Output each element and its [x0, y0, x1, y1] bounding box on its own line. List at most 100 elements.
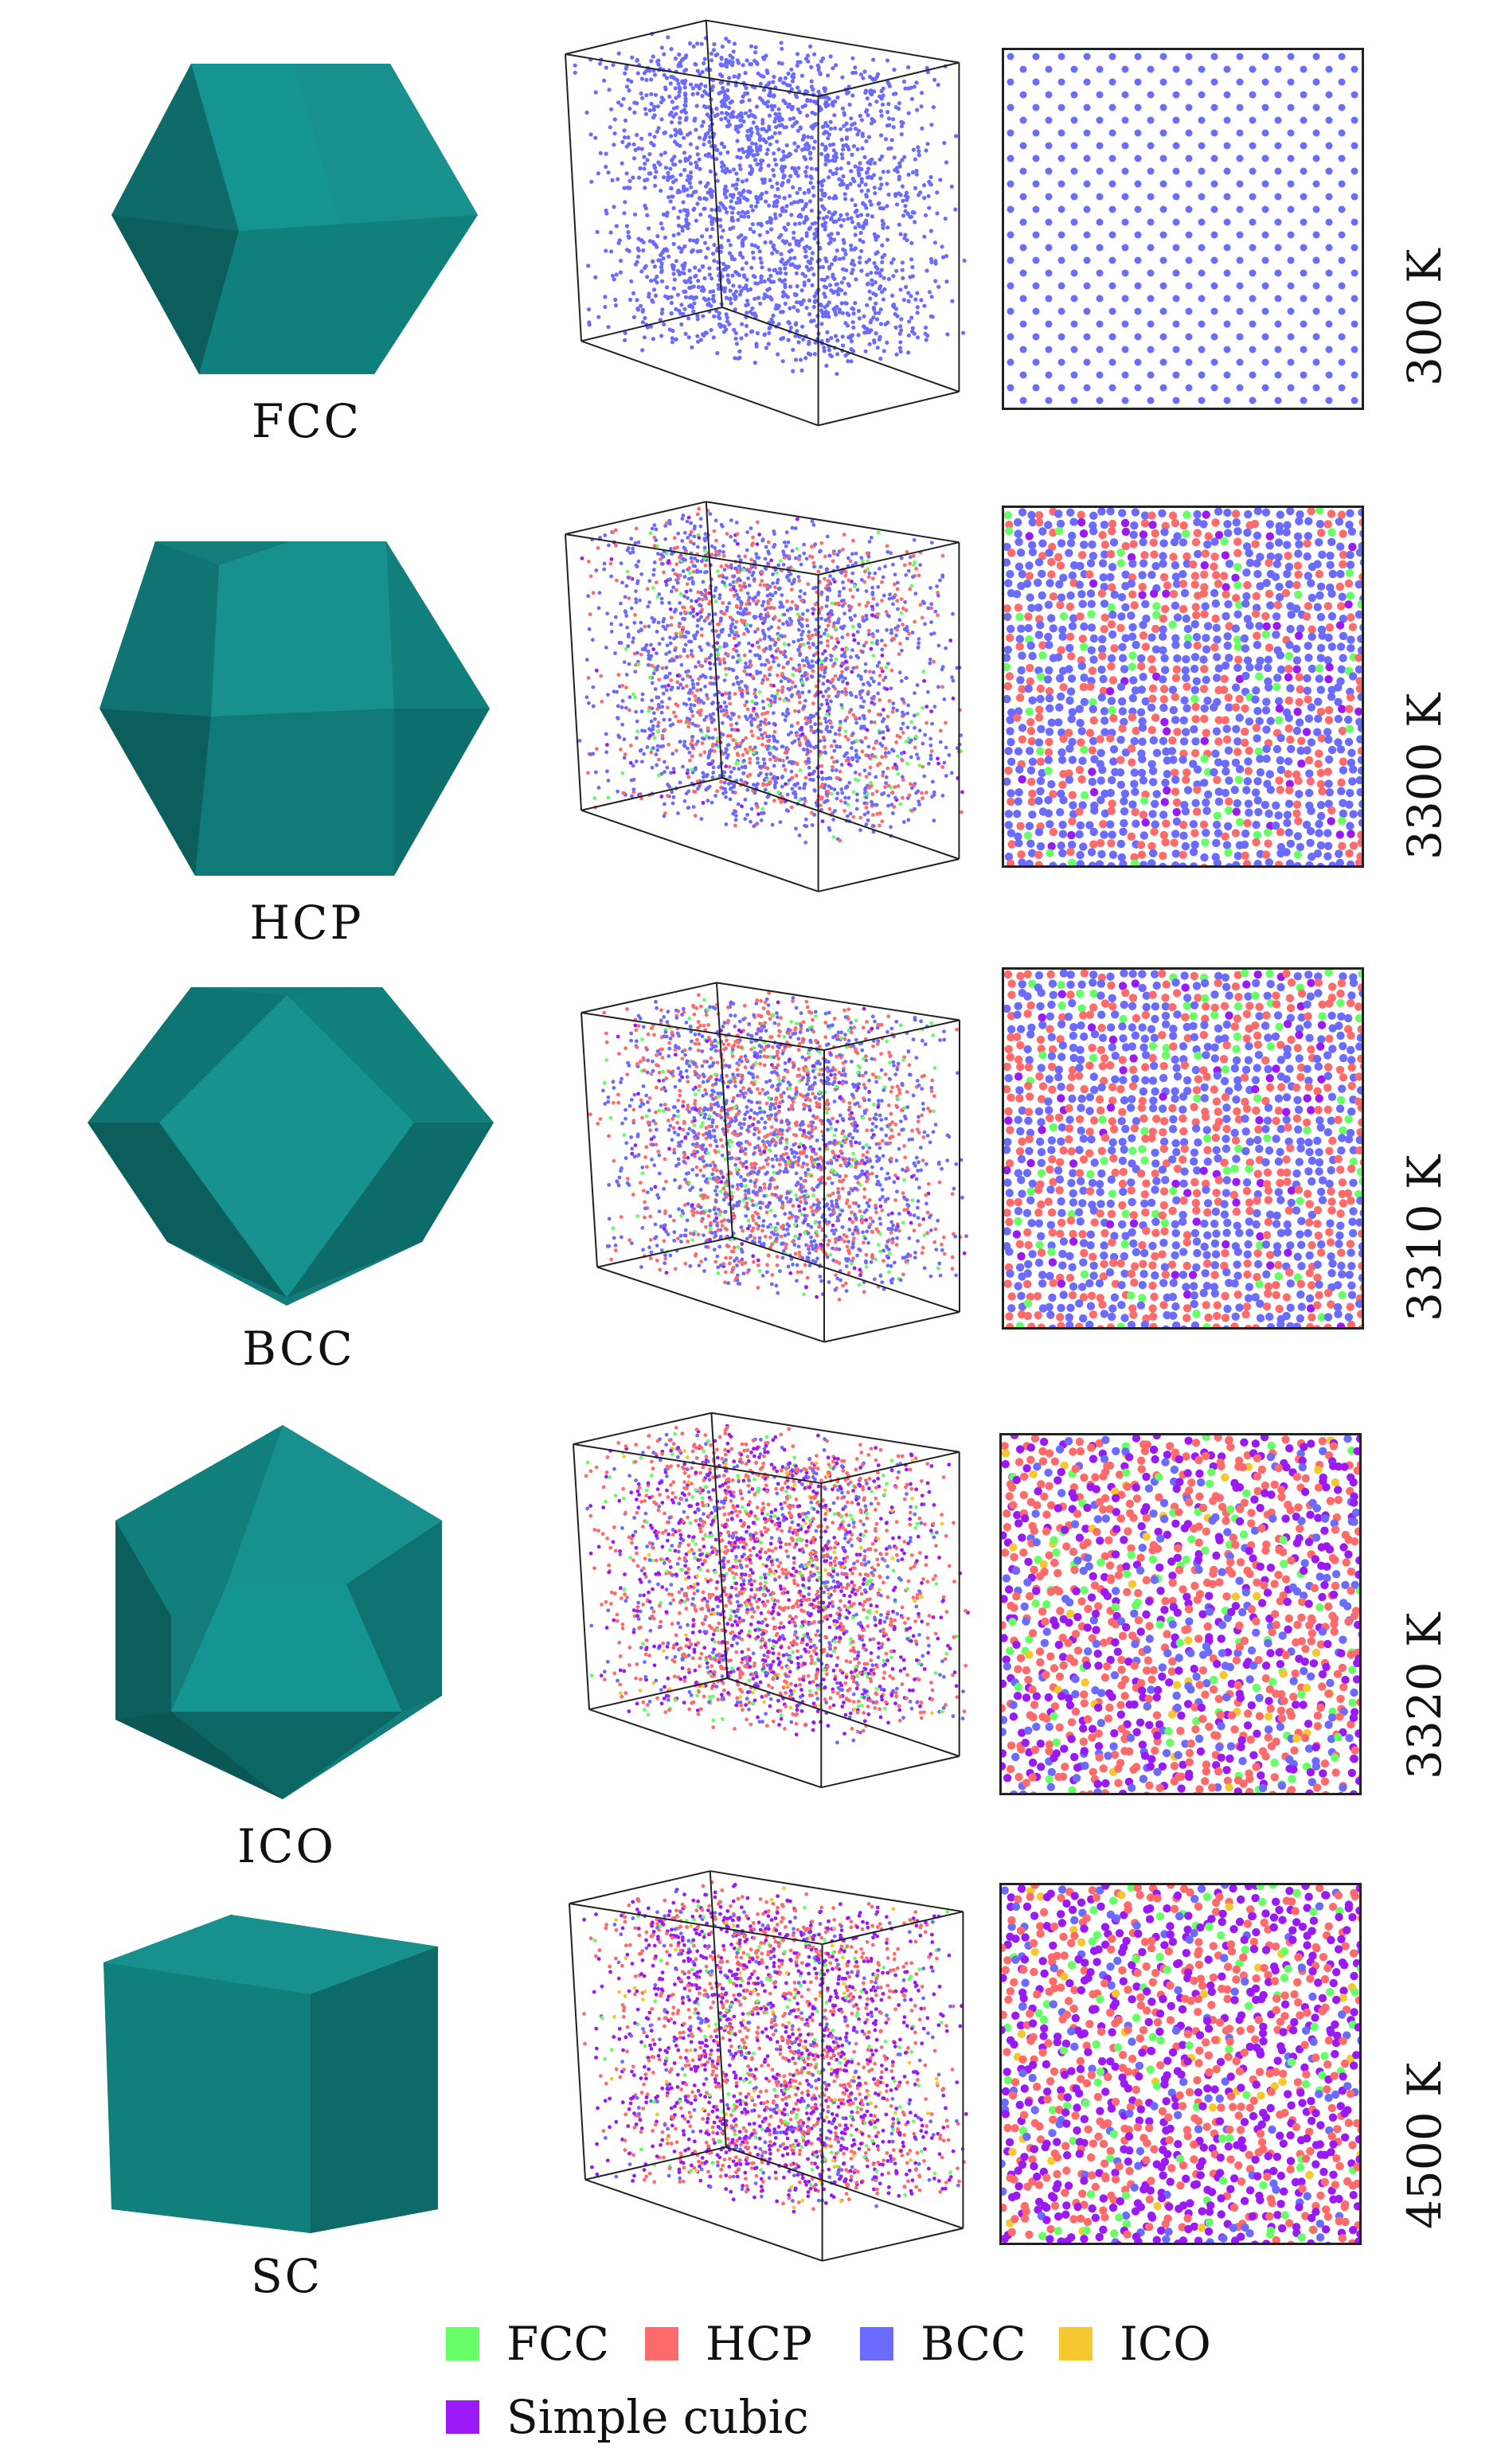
atom: [849, 261, 854, 266]
atom: [699, 615, 703, 619]
atom: [659, 744, 663, 749]
atom: [899, 119, 904, 124]
atom: [731, 167, 736, 172]
atom: [726, 119, 731, 123]
atom: [840, 670, 844, 674]
atom: [635, 736, 639, 740]
atom: [727, 666, 732, 671]
atom: [802, 245, 807, 250]
atom: [662, 322, 666, 326]
atom: [852, 584, 857, 588]
atom: [586, 307, 592, 312]
atom: [705, 616, 710, 620]
atom: [703, 298, 708, 303]
atom: [728, 775, 733, 779]
atom: [729, 787, 733, 791]
atom: [714, 309, 719, 314]
atom: [665, 285, 670, 290]
atom: [788, 242, 792, 247]
atom: [691, 581, 695, 586]
atom: [880, 792, 884, 797]
atom: [690, 560, 694, 564]
atom: [879, 88, 884, 93]
atom: [851, 633, 856, 638]
atom: [905, 676, 909, 681]
atom: [608, 125, 612, 130]
atom: [876, 691, 880, 696]
atom: [735, 541, 740, 546]
atom: [771, 320, 776, 325]
atom: [651, 107, 656, 112]
atom: [693, 790, 698, 794]
atom: [635, 101, 639, 106]
atom: [819, 183, 824, 188]
atom: [819, 635, 823, 638]
atom: [805, 618, 809, 623]
atom: [804, 306, 809, 310]
atom: [619, 641, 624, 645]
atom: [741, 63, 745, 68]
atom: [715, 147, 720, 153]
atom: [762, 761, 767, 766]
atom: [780, 359, 785, 364]
atom: [793, 709, 797, 713]
atom: [878, 334, 882, 339]
atom: [725, 605, 729, 610]
atom: [847, 102, 852, 107]
atom: [909, 85, 913, 90]
atom: [827, 553, 831, 558]
atom: [753, 45, 758, 50]
atom: [782, 262, 787, 267]
atom: [792, 783, 797, 787]
atom: [913, 619, 917, 624]
atom: [711, 216, 716, 221]
atom: [880, 580, 884, 584]
atom: [659, 334, 664, 338]
atom: [824, 720, 828, 724]
atom: [913, 185, 918, 190]
atom: [669, 47, 674, 52]
fcc-polyhedron: [111, 64, 478, 374]
atom: [749, 720, 753, 724]
atom: [651, 671, 656, 676]
atom: [810, 810, 814, 815]
atom: [871, 596, 876, 601]
atom: [867, 74, 873, 80]
atom: [806, 634, 811, 638]
atom: [776, 1015, 780, 1020]
atom: [741, 771, 746, 775]
atom: [646, 604, 651, 609]
atom: [850, 571, 855, 576]
atom: [893, 105, 898, 110]
atom: [811, 146, 816, 150]
atom: [732, 41, 737, 46]
atom: [806, 641, 811, 646]
atom: [752, 296, 757, 301]
atom: [731, 292, 737, 297]
atom: [807, 267, 811, 272]
atom: [767, 326, 772, 330]
atom: [631, 790, 636, 795]
atom: [822, 735, 826, 740]
atom: [885, 225, 890, 230]
atom: [756, 295, 760, 300]
atom: [671, 658, 676, 662]
atom: [899, 317, 904, 322]
atom: [635, 298, 639, 303]
atom: [640, 728, 644, 733]
atom: [840, 75, 845, 80]
atom: [906, 111, 911, 115]
atom: [660, 637, 665, 641]
atom: [729, 518, 733, 522]
atom: [870, 696, 874, 701]
atom: [743, 92, 748, 96]
atom: [827, 686, 831, 691]
atom: [855, 630, 860, 635]
atom: [674, 178, 678, 182]
atom: [880, 154, 885, 159]
atom: [650, 765, 655, 770]
atom: [708, 713, 713, 717]
atom: [663, 87, 668, 92]
atom: [729, 63, 735, 68]
atom: [767, 127, 772, 132]
